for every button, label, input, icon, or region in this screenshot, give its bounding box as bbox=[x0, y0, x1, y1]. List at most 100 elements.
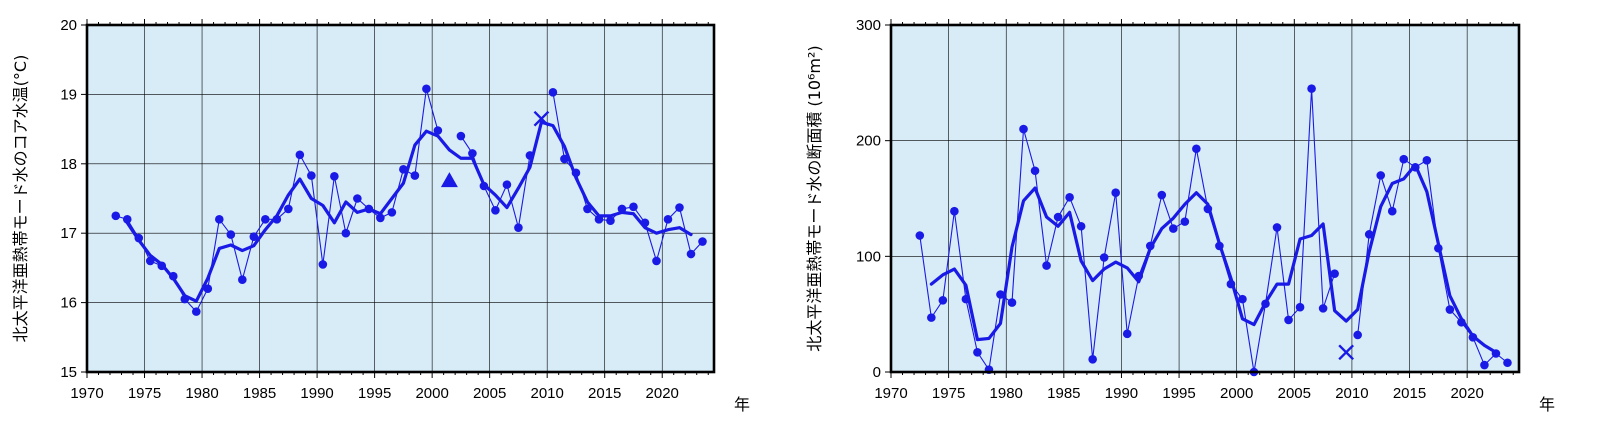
sst-data-point bbox=[122, 215, 132, 224]
area-data-point bbox=[1318, 304, 1328, 313]
sst-x-tick-label: 1970 bbox=[70, 385, 103, 402]
sst-y-tick-label: 20 bbox=[60, 17, 77, 34]
sst-data-point bbox=[249, 232, 259, 241]
area-data-point bbox=[927, 313, 936, 322]
area-x-tick-label: 1980 bbox=[990, 385, 1023, 402]
area-data-point bbox=[1238, 294, 1247, 304]
sst-x-tick-label: 1980 bbox=[185, 385, 218, 402]
area-data-point bbox=[1468, 333, 1478, 342]
sst-y-tick-label: 18 bbox=[60, 156, 77, 173]
area-data-point bbox=[1295, 302, 1305, 312]
sst-y-tick-label: 19 bbox=[60, 86, 77, 103]
area-data-point bbox=[1364, 230, 1374, 239]
sst-data-point bbox=[479, 181, 489, 191]
sst-x-tick-label: 1990 bbox=[300, 385, 333, 402]
sst-data-point bbox=[145, 256, 155, 266]
area-data-point bbox=[1387, 206, 1397, 216]
area-data-point bbox=[1330, 269, 1339, 278]
sst-data-point bbox=[330, 171, 339, 181]
area-data-point bbox=[938, 295, 948, 305]
sst-data-point bbox=[606, 216, 615, 226]
area-data-point bbox=[1007, 298, 1017, 307]
area-data-point bbox=[1111, 188, 1120, 198]
area-data-point bbox=[1169, 224, 1178, 233]
sst-data-point bbox=[180, 294, 190, 304]
sst-data-point bbox=[663, 215, 673, 224]
area-data-point bbox=[1145, 241, 1155, 251]
area-x-tick-label: 2000 bbox=[1220, 385, 1253, 402]
sst-triangle-marker bbox=[440, 172, 458, 188]
sst-data-point bbox=[295, 150, 305, 160]
area-y-tick-label: 100 bbox=[856, 248, 881, 265]
area-data-point bbox=[1019, 124, 1028, 134]
area-data-point bbox=[1410, 162, 1420, 172]
sst-data-point bbox=[422, 84, 431, 94]
sst-data-point bbox=[191, 307, 201, 316]
area-y-axis-label: 北太平洋亜熱帯モード水の断面積 (10⁶m²) bbox=[805, 45, 824, 351]
sst-data-point bbox=[686, 249, 696, 259]
area-data-point bbox=[1203, 204, 1213, 214]
area-x-tick-label: 2005 bbox=[1278, 385, 1311, 402]
area-data-point bbox=[1226, 279, 1236, 289]
sst-data-point bbox=[376, 213, 385, 223]
sst-data-point bbox=[399, 165, 408, 174]
sst-data-point bbox=[157, 261, 167, 271]
sst-data-point bbox=[410, 171, 420, 180]
sst-data-point bbox=[307, 171, 316, 180]
area-x-tick-label: 1985 bbox=[1047, 385, 1080, 402]
sst-data-point bbox=[629, 202, 638, 212]
sst-data-point bbox=[560, 154, 569, 164]
area-data-point bbox=[1284, 315, 1293, 325]
sst-data-point bbox=[353, 194, 362, 203]
sst-x-tick-label: 2000 bbox=[415, 385, 448, 402]
sst-x-tick-label: 2010 bbox=[530, 385, 563, 402]
area-cross-marker bbox=[1338, 344, 1355, 361]
area-data-point bbox=[1491, 349, 1501, 358]
sst-chart-panel: 1970 1975 1980 1985 1990 1995 2000 2005 2010 2015… bbox=[11, 17, 750, 414]
area-x-tick-label: 1990 bbox=[1105, 385, 1138, 402]
sst-data-point bbox=[387, 208, 397, 217]
sst-data-point bbox=[652, 256, 661, 266]
sst-data-point bbox=[525, 151, 535, 160]
area-data-point bbox=[1180, 217, 1190, 226]
sst-running-mean-line bbox=[125, 120, 693, 303]
area-x-tick-label: 1975 bbox=[932, 385, 965, 402]
sst-data-point bbox=[364, 204, 374, 214]
area-running-mean-line bbox=[929, 163, 1498, 354]
area-data-point bbox=[1053, 212, 1063, 222]
sst-x-tick-label: 1995 bbox=[358, 385, 391, 402]
sst-x-tick-label: 1985 bbox=[243, 385, 276, 402]
area-y-tick-label: 200 bbox=[856, 133, 881, 150]
sst-data-point bbox=[134, 233, 144, 243]
area-data-point bbox=[1480, 360, 1489, 370]
area-x-tick-label: 2010 bbox=[1335, 385, 1368, 402]
area-data-point bbox=[1445, 305, 1455, 314]
area-data-point bbox=[961, 294, 971, 304]
area-x-unit-label: 年 bbox=[1539, 395, 1555, 414]
area-data-point bbox=[1076, 221, 1086, 231]
area-x-tick-label: 1995 bbox=[1162, 385, 1195, 402]
area-y-tick-label: 0 bbox=[873, 364, 881, 381]
sst-plot-frame bbox=[85, 23, 716, 374]
area-chart-panel: 1970 1975 1980 1985 1990 1995 2000 2005 2010 2015… bbox=[805, 17, 1555, 414]
sst-data-point bbox=[548, 88, 558, 97]
area-annual-line bbox=[1357, 158, 1508, 367]
area-data-point bbox=[1192, 144, 1201, 154]
sst-data-point bbox=[491, 205, 500, 215]
area-plot-area bbox=[891, 25, 1519, 372]
area-data-point bbox=[1307, 84, 1316, 93]
area-x-tick-label: 2020 bbox=[1450, 385, 1483, 402]
sst-data-point bbox=[168, 271, 178, 281]
area-data-point bbox=[1353, 330, 1362, 340]
sst-data-point bbox=[318, 260, 328, 269]
sst-data-point bbox=[514, 223, 523, 232]
area-data-point bbox=[1503, 358, 1512, 368]
area-data-point bbox=[1099, 253, 1109, 262]
sst-x-tick-label: 2015 bbox=[588, 385, 621, 402]
sst-data-point bbox=[226, 230, 236, 239]
sst-data-point bbox=[272, 215, 282, 224]
sst-data-point bbox=[594, 215, 604, 224]
sst-data-point bbox=[215, 215, 224, 224]
sst-x-tick-label: 1975 bbox=[128, 385, 161, 402]
